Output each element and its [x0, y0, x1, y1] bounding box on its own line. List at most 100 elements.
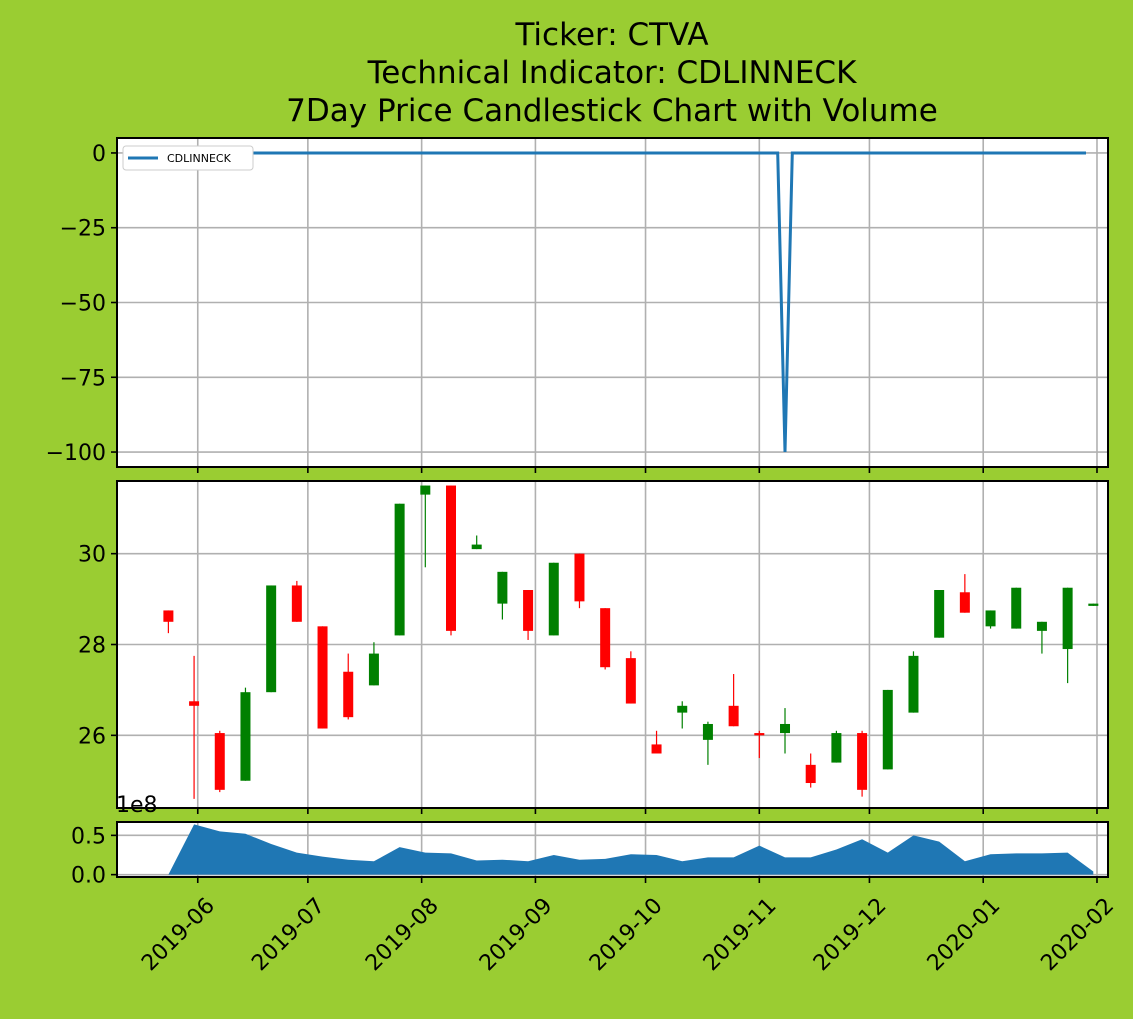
- candle-body: [291, 585, 302, 622]
- candle: [754, 730, 765, 759]
- y-tick-label: −75: [60, 366, 106, 391]
- candle-body: [214, 733, 225, 790]
- candle: [985, 610, 996, 629]
- price-panel: 26 28 30: [78, 480, 1109, 809]
- candle-body: [985, 610, 996, 627]
- candle-body: [394, 503, 405, 636]
- candle-body: [523, 590, 534, 631]
- candle-body: [240, 692, 251, 781]
- candle: [394, 503, 405, 636]
- candle-body: [1088, 603, 1099, 606]
- candle: [857, 730, 868, 797]
- candle: [368, 642, 379, 686]
- candle: [420, 485, 431, 568]
- candle: [548, 562, 559, 636]
- y-tick-label: 30: [78, 543, 106, 568]
- candle-body: [1036, 621, 1047, 631]
- volume-y-axis: 0.0 0.5: [71, 824, 117, 889]
- candle-body: [908, 655, 919, 713]
- candle-body: [343, 671, 354, 718]
- price-y-axis: 26 28 30: [78, 543, 117, 749]
- candle: [1062, 587, 1073, 684]
- volume-area: [168, 824, 1094, 875]
- candle: [317, 626, 328, 729]
- volume-panel: 0.0 0.5 1e8: [71, 793, 1109, 889]
- legend-label-cdlinneck: CDLINNECK: [167, 152, 232, 165]
- candle: [625, 651, 636, 704]
- y-tick-label: 0: [92, 142, 106, 167]
- candle-body: [420, 485, 431, 495]
- candle-body: [805, 764, 816, 784]
- candle: [497, 571, 508, 620]
- chart-title-line-2: Technical Indicator: CDLINNECK: [367, 55, 857, 91]
- candle-body: [831, 733, 842, 763]
- candle: [934, 590, 945, 638]
- candle-body: [600, 608, 611, 668]
- candle: [291, 580, 302, 622]
- candle: [574, 553, 585, 609]
- volume-scale-label: 1e8: [116, 793, 158, 818]
- y-tick-label: −25: [60, 217, 106, 242]
- candle-body: [446, 485, 457, 631]
- candle-body: [1062, 587, 1073, 650]
- candle-body: [266, 585, 277, 693]
- y-tick-label: 0.5: [71, 824, 106, 849]
- candle-body: [651, 744, 662, 754]
- candle: [882, 689, 893, 770]
- price-grid: [117, 481, 1108, 808]
- candle: [446, 485, 457, 636]
- candle: [702, 721, 713, 765]
- candle-body: [189, 701, 200, 706]
- candle: [600, 608, 611, 670]
- candle-body: [677, 705, 688, 713]
- candle: [831, 730, 842, 763]
- y-tick-label: −50: [60, 292, 106, 317]
- candle-body: [471, 544, 482, 550]
- candle: [677, 701, 688, 729]
- candlestick-series: [163, 485, 1099, 799]
- candle-body: [857, 733, 868, 790]
- candle: [908, 651, 919, 713]
- indicator-legend: CDLINNECK: [122, 145, 254, 171]
- candle: [163, 610, 174, 634]
- candle: [240, 687, 251, 781]
- candle: [523, 590, 534, 640]
- candle-body: [702, 723, 713, 740]
- candle-body: [317, 626, 328, 729]
- candle: [651, 730, 662, 754]
- candle: [1088, 603, 1099, 606]
- candle: [805, 753, 816, 788]
- candle-body: [754, 733, 765, 736]
- candle: [266, 585, 277, 693]
- indicator-y-axis: 0 −25 −50 −75 −100: [46, 142, 117, 466]
- indicator-frame: [116, 137, 1109, 468]
- candle: [1036, 621, 1047, 654]
- candle-body: [574, 553, 585, 602]
- candle-body: [368, 653, 379, 686]
- candle-body: [959, 592, 970, 613]
- candle: [780, 708, 791, 754]
- candle: [1011, 587, 1022, 629]
- candle: [343, 653, 354, 720]
- candle-body: [548, 562, 559, 636]
- candle: [471, 535, 482, 550]
- legend-box: [122, 145, 254, 171]
- y-tick-label: 28: [78, 634, 106, 659]
- candle-body: [625, 658, 636, 704]
- candle-body: [163, 610, 174, 622]
- y-tick-label: 0.0: [71, 864, 106, 889]
- candle-body: [1011, 587, 1022, 629]
- candle-body: [497, 571, 508, 604]
- price-frame: [116, 480, 1109, 809]
- indicator-panel: 0 −25 −50 −75 −100 CDLINNECK: [46, 137, 1109, 468]
- candle: [959, 574, 970, 613]
- candle-body: [882, 689, 893, 770]
- candle-body: [934, 590, 945, 638]
- candle: [189, 655, 200, 799]
- cdlinneck-series-line: [168, 151, 1086, 453]
- y-tick-label: 26: [78, 724, 106, 749]
- chart-title-line-3: 7Day Price Candlestick Chart with Volume: [286, 93, 938, 129]
- candle: [214, 730, 225, 793]
- chart-title-line-1: Ticker: CTVA: [514, 17, 708, 53]
